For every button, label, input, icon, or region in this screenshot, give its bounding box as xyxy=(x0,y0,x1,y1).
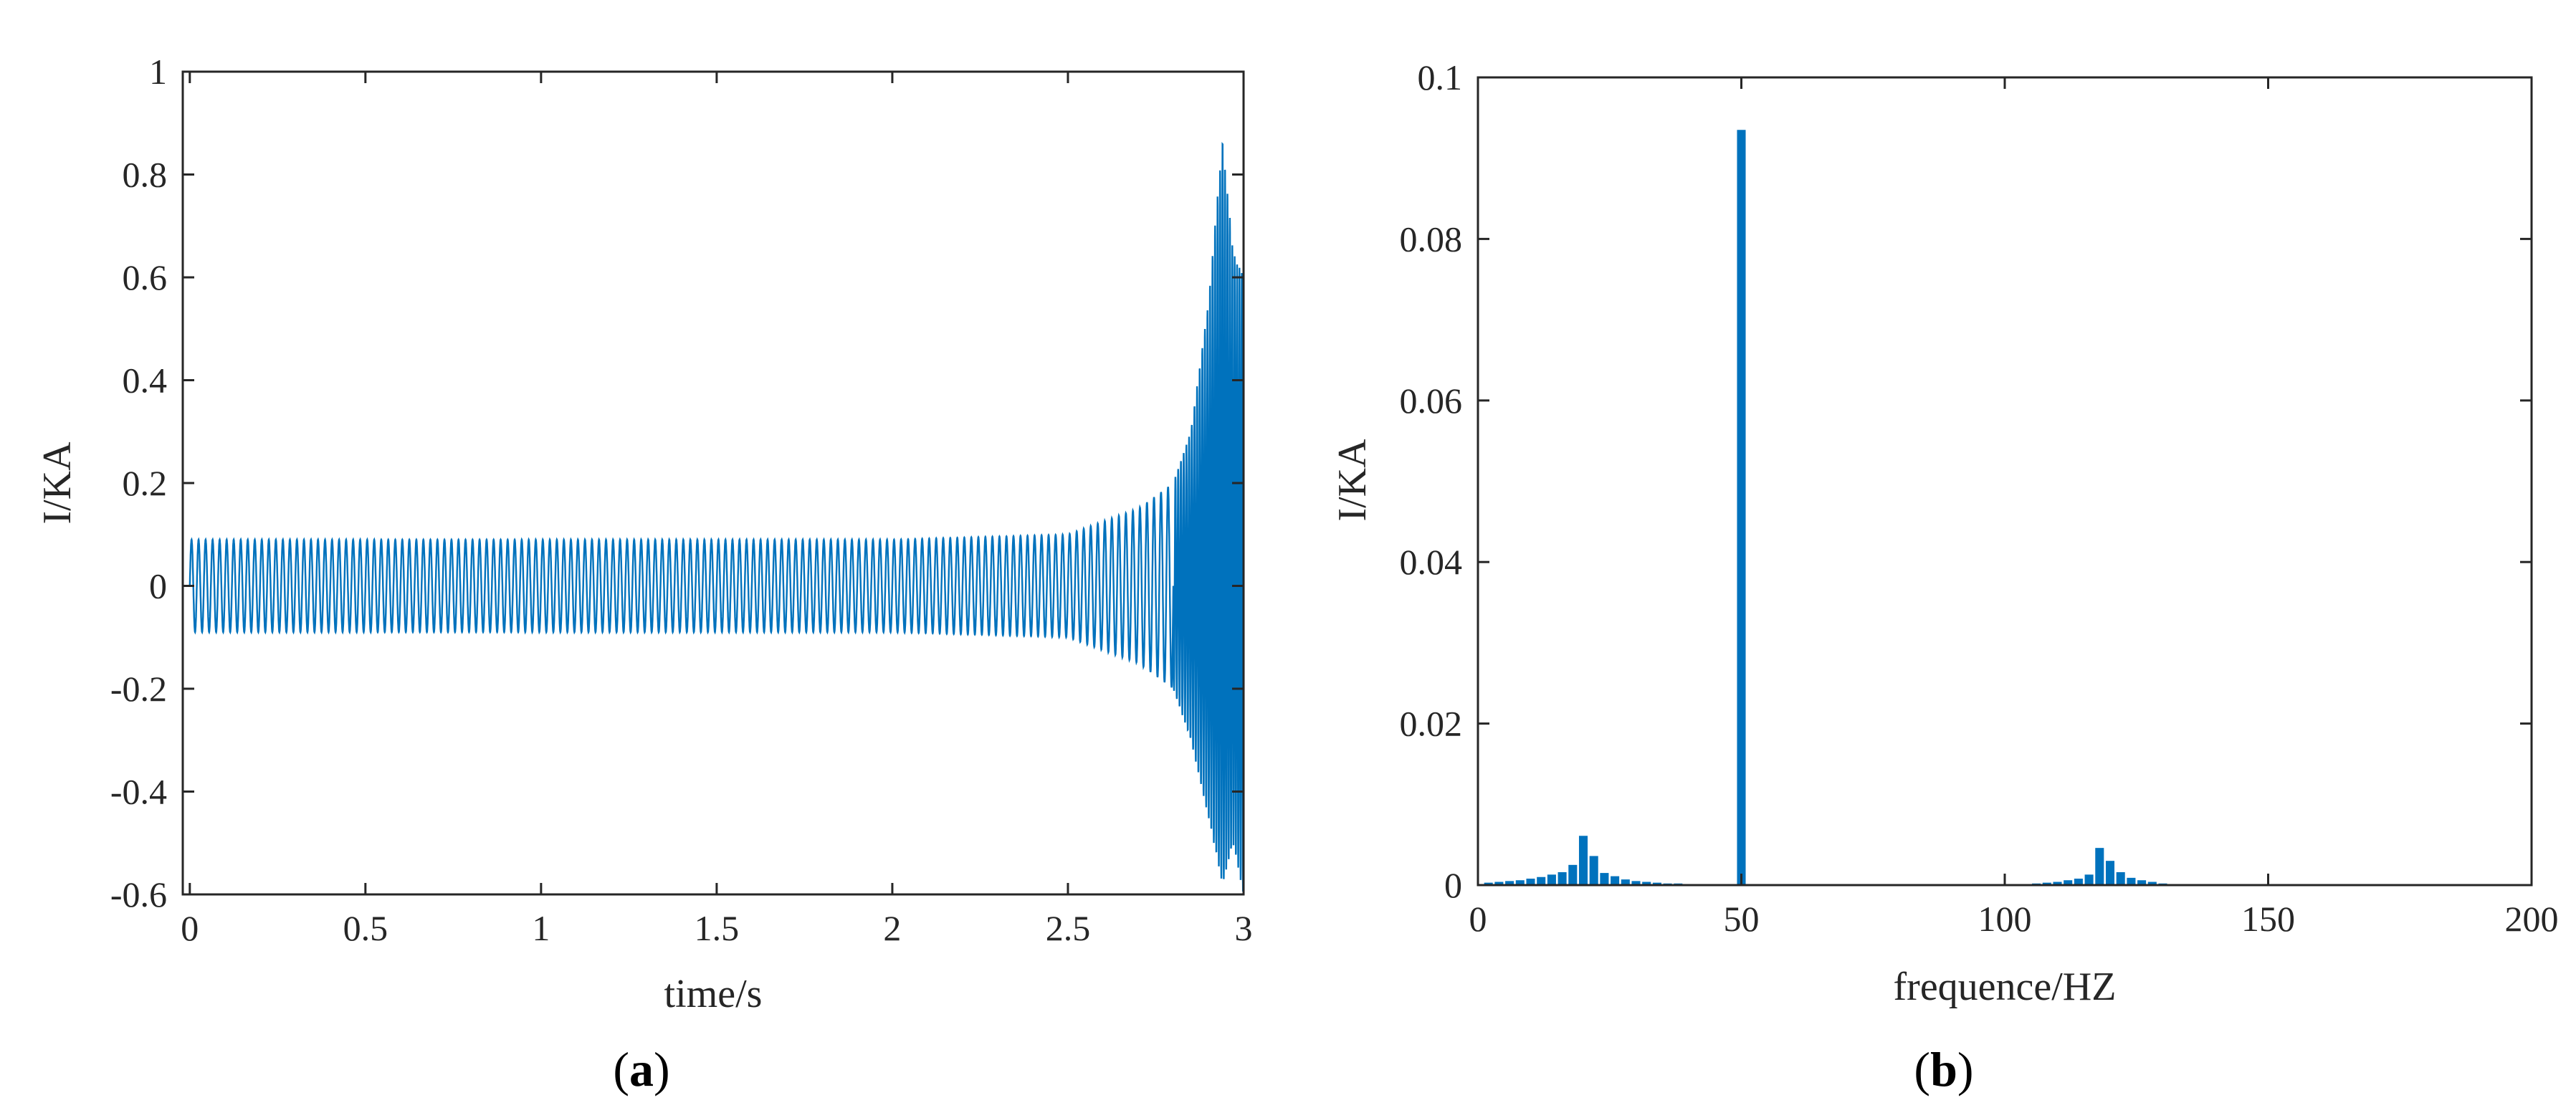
panel-b-bar xyxy=(1557,871,1567,885)
panel-b-ylabel: I/KA xyxy=(1330,439,1375,522)
panel-b-bar xyxy=(1537,876,1546,885)
panel-a: 0 0.5 1 1.5 2 2.5 3-0.6-0.4-0.200.20.40.60.81 … xyxy=(35,52,1253,1097)
panel-b-xtick-label: 50 xyxy=(1724,899,1760,939)
panel-a-xtick-label: 2.5 xyxy=(1046,908,1091,948)
panel-a-label-letter: a xyxy=(629,1042,654,1097)
panel-b-ytick-label: 0 xyxy=(1444,865,1462,905)
panel-b-bar xyxy=(1652,882,1661,885)
panel-a-ylabel: I/KA xyxy=(35,441,80,525)
panel-b-ytick-label: 0.04 xyxy=(1400,542,1463,582)
panel-b-label-letter: b xyxy=(1930,1042,1957,1097)
panel-b-bar xyxy=(2084,874,2094,885)
panel-b-bar xyxy=(2105,861,2115,885)
panel-b-bar xyxy=(2116,871,2125,885)
panel-b-bar xyxy=(1578,836,1588,885)
panel-b-xtick-label: 0 xyxy=(1469,899,1487,939)
panel-b-xtick-label: 100 xyxy=(1978,899,2032,939)
panel-b-ytick-label: 0.1 xyxy=(1418,57,1463,97)
panel-a-xtick-label: 0.5 xyxy=(343,908,388,948)
panel-a-label: (a) xyxy=(613,1042,669,1097)
panel-b-bar xyxy=(1611,876,1620,885)
panel-a-series-group xyxy=(189,142,1244,892)
panel-a-xlabel: time/s xyxy=(664,972,763,1016)
panel-b-xtick-label: 150 xyxy=(2241,899,2295,939)
panel-b-axes-box xyxy=(1477,76,2533,887)
panel-b-ytick-label: 0.02 xyxy=(1400,704,1463,744)
panel-a-ytick-label: 0 xyxy=(149,566,167,606)
panel-b-bar xyxy=(2064,880,2073,885)
panel-a-axes-box xyxy=(181,70,1245,896)
panel-b-ytick-label: 0.08 xyxy=(1400,219,1463,259)
panel-b-bar xyxy=(1642,882,1651,885)
panel-b-bar xyxy=(1621,879,1630,885)
panel-b-ticks: 0 50 100 150 200 0 0.02 0.04 0.06 0.08 0.1 xyxy=(1400,57,2559,939)
panel-a-xtick-label: 2 xyxy=(883,908,901,948)
panel-b-bar xyxy=(1515,880,1525,885)
panel-b-xtick-label: 200 xyxy=(2505,899,2559,939)
panel-b-bar xyxy=(1600,873,1609,885)
panel-b-bar xyxy=(2074,878,2083,885)
panel-b-bar xyxy=(2127,877,2136,885)
panel-b-bar xyxy=(2095,848,2104,885)
panel-b-bar xyxy=(1568,864,1578,885)
panel-a-xtick-label: 1 xyxy=(532,908,550,948)
panel-b-bar xyxy=(2147,882,2157,885)
panel-a-series-line xyxy=(189,142,1244,892)
panel-a-ytick-label: 0.4 xyxy=(123,360,168,401)
panel-b-label: (b) xyxy=(1914,1042,1973,1097)
panel-b-bar xyxy=(2042,882,2051,885)
panel-b: 0 50 100 150 200 0 0.02 0.04 0.06 0.08 0.1 frequen… xyxy=(1330,57,2559,1097)
panel-a-ytick-label: 0.8 xyxy=(123,155,168,195)
panel-a-ytick-label: -0.2 xyxy=(110,669,167,709)
panel-a-xtick-label: 1.5 xyxy=(695,908,740,948)
panel-a-ytick-label: 0.2 xyxy=(123,463,168,503)
panel-b-bar xyxy=(1484,882,1493,885)
panel-b-bar xyxy=(1494,882,1504,885)
panel-b-bar xyxy=(1547,874,1556,885)
panel-b-bar xyxy=(2137,880,2147,885)
panel-a-ytick-label: -0.6 xyxy=(110,874,167,914)
panel-b-bar xyxy=(1589,856,1598,885)
panel-b-bar xyxy=(2053,882,2062,885)
panel-a-ticks: 0 0.5 1 1.5 2 2.5 3 -0.6 -0.4 -0.2 0 0.2 0.4 0.6 0.8 1 xyxy=(110,52,1253,948)
panel-a-ytick-label: 0.6 xyxy=(123,257,168,297)
panel-b-ytick-label: 0.06 xyxy=(1400,381,1463,421)
panel-a-xtick-label: 0 xyxy=(181,908,199,948)
panel-b-bar xyxy=(1505,881,1514,885)
panel-a-xtick-label: 3 xyxy=(1235,908,1253,948)
panel-b-bar xyxy=(1631,881,1641,885)
panel-b-xlabel: frequence/HZ xyxy=(1894,965,2117,1009)
panel-b-bar xyxy=(1737,130,1746,885)
panel-a-ytick-label: 1 xyxy=(149,52,167,92)
panel-a-ytick-label: -0.4 xyxy=(110,772,167,812)
panel-b-bars-group xyxy=(1484,130,2188,885)
panel-b-bar xyxy=(1526,878,1535,885)
